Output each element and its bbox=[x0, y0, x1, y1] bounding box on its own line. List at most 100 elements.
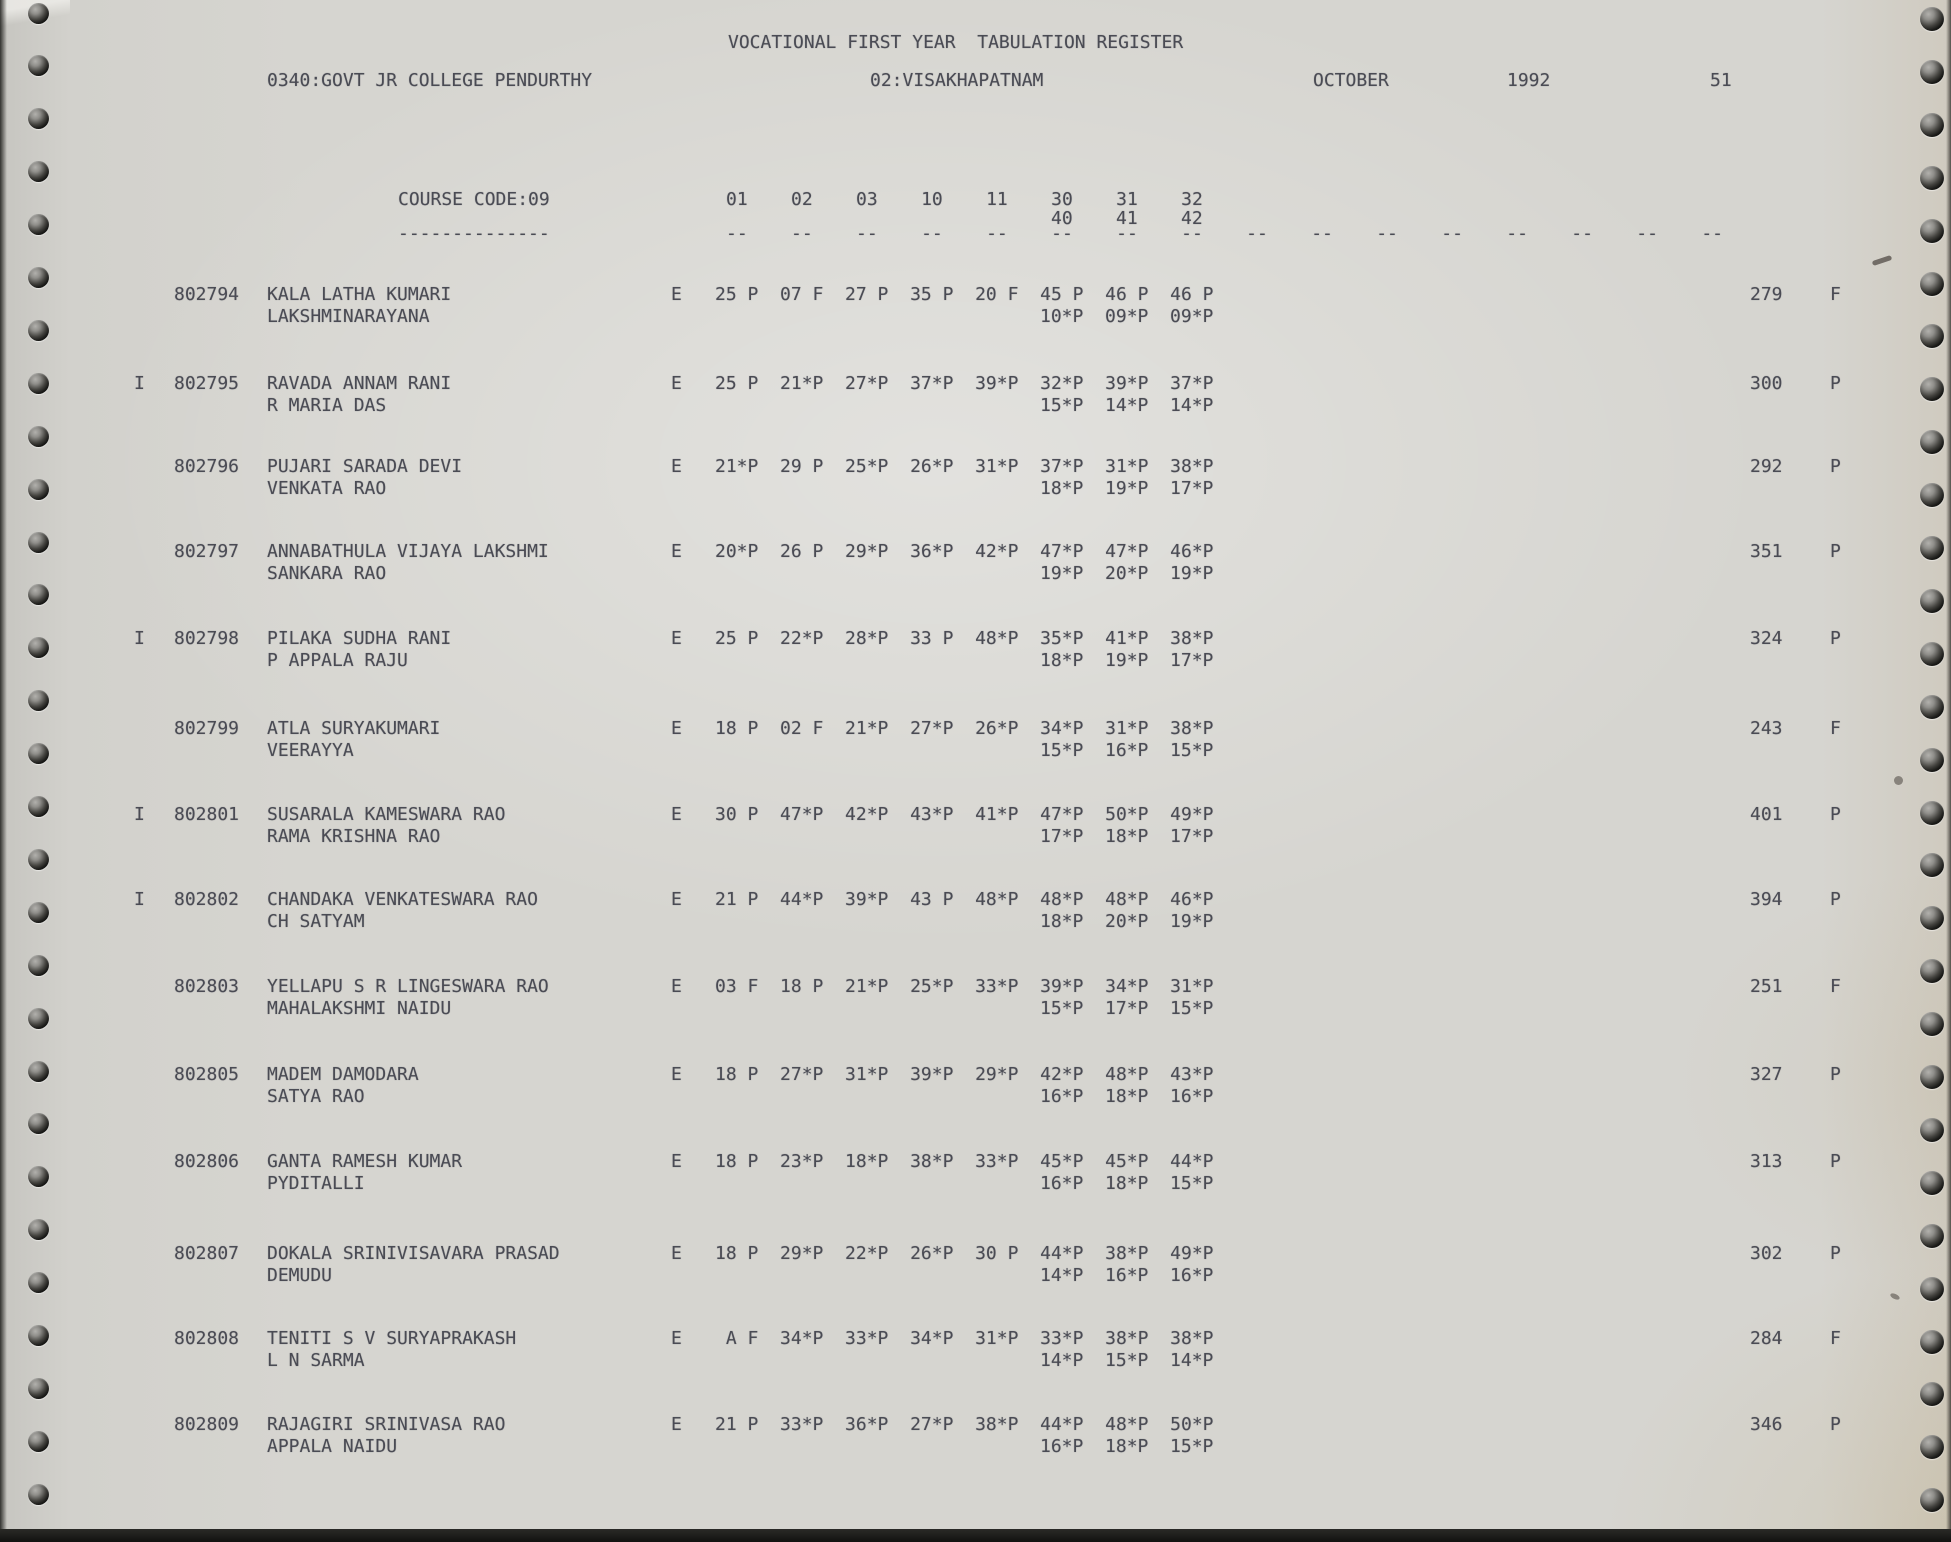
college-code-name: 0340:GOVT JR COLLEGE PENDURTHY bbox=[267, 70, 593, 91]
result: P bbox=[1830, 1064, 1841, 1085]
marks-line-2: 15*P 17*P 15*P bbox=[1040, 998, 1214, 1019]
student-row: I 802801 SUSARALA KAMESWARA RAO RAMA KRI… bbox=[0, 805, 1951, 853]
parent-name: CH SATYAM bbox=[267, 911, 365, 932]
student-row: 802803 YELLAPU S R LINGESWARA RAO MAHALA… bbox=[0, 977, 1951, 1025]
punch-hole bbox=[27, 1483, 49, 1505]
marks-line-2: 19*P 20*P 19*P bbox=[1040, 563, 1214, 584]
marks-line-2: 16*P 18*P 15*P bbox=[1040, 1173, 1214, 1194]
result: P bbox=[1830, 373, 1841, 394]
course-code-label: COURSE CODE:09 bbox=[398, 189, 550, 210]
page-edge-bottom bbox=[0, 1529, 1951, 1542]
marks-line-1: 21 P 44*P 39*P 43 P 48*P 48*P 48*P 46*P bbox=[715, 889, 1214, 910]
punch-hole bbox=[1920, 800, 1944, 825]
total-marks: 346 bbox=[1750, 1414, 1783, 1435]
student-row: 802796 PUJARI SARADA DEVI VENKATA RAO E … bbox=[0, 457, 1951, 505]
parent-name: LAKSHMINARAYANA bbox=[267, 306, 430, 327]
roll-number: 802805 bbox=[174, 1064, 240, 1085]
student-name: ATLA SURYAKUMARI bbox=[267, 718, 441, 739]
punch-hole bbox=[1920, 641, 1944, 666]
punch-hole bbox=[27, 1377, 49, 1399]
punch-hole bbox=[1920, 59, 1944, 84]
medium-code: E bbox=[671, 373, 682, 394]
punch-hole bbox=[27, 1219, 49, 1241]
punch-hole bbox=[27, 108, 49, 130]
marks-line-2: 17*P 18*P 17*P bbox=[1040, 826, 1214, 847]
punch-hole bbox=[1920, 7, 1944, 31]
result: P bbox=[1830, 1243, 1841, 1264]
subject-column-underlines: -- -- -- -- -- -- -- -- -- -- -- -- -- -… bbox=[726, 223, 1723, 244]
marks-line-2: 16*P 18*P 16*P bbox=[1040, 1086, 1214, 1107]
result: P bbox=[1830, 804, 1841, 825]
marks-line-1: 21*P 29 P 25*P 26*P 31*P 37*P 31*P 38*P bbox=[715, 456, 1214, 477]
marks-line-2: 16*P 18*P 15*P bbox=[1040, 1436, 1214, 1457]
parent-name: RAMA KRISHNA RAO bbox=[267, 826, 441, 847]
punch-hole bbox=[27, 478, 49, 500]
punch-hole bbox=[1920, 1065, 1944, 1089]
parent-name: DEMUDU bbox=[267, 1265, 333, 1286]
total-marks: 401 bbox=[1750, 804, 1783, 825]
punch-hole bbox=[1920, 271, 1944, 296]
total-marks: 251 bbox=[1750, 976, 1783, 997]
marks-line-2: 18*P 19*P 17*P bbox=[1040, 650, 1214, 671]
medium-code: E bbox=[671, 1414, 682, 1435]
student-name: RAJAGIRI SRINIVASA RAO bbox=[267, 1414, 506, 1435]
marks-line-1: 21 P 33*P 36*P 27*P 38*P 44*P 48*P 50*P bbox=[715, 1414, 1214, 1435]
punch-hole bbox=[1920, 1329, 1944, 1354]
improvement-flag: I bbox=[134, 804, 145, 825]
student-row: 802807 DOKALA SRINIVISAVARA PRASAD DEMUD… bbox=[0, 1244, 1951, 1292]
punch-hole bbox=[27, 1060, 49, 1082]
student-name: GANTA RAMESH KUMAR bbox=[267, 1151, 463, 1172]
punch-hole bbox=[27, 796, 49, 817]
marks-line-1: 25 P 22*P 28*P 33 P 48*P 35*P 41*P 38*P bbox=[715, 628, 1214, 649]
marks-line-1: 25 P 07 F 27 P 35 P 20 F 45 P 46 P 46 P bbox=[715, 284, 1214, 305]
punch-hole bbox=[1920, 1488, 1944, 1513]
punch-hole bbox=[27, 161, 49, 183]
punch-hole bbox=[1920, 747, 1944, 772]
marks-line-1: 18 P 29*P 22*P 26*P 30 P 44*P 38*P 49*P bbox=[715, 1243, 1214, 1264]
punch-hole bbox=[27, 584, 49, 606]
marks-line-1: 20*P 26 P 29*P 36*P 42*P 47*P 47*P 46*P bbox=[715, 541, 1214, 562]
student-row: 802806 GANTA RAMESH KUMAR PYDITALLI E 18… bbox=[0, 1152, 1951, 1200]
total-marks: 324 bbox=[1750, 628, 1783, 649]
punch-hole bbox=[27, 531, 49, 553]
marks-line-1: 18 P 23*P 18*P 38*P 33*P 45*P 45*P 44*P bbox=[715, 1151, 1214, 1172]
punch-hole bbox=[27, 743, 49, 765]
parent-name: L N SARMA bbox=[267, 1350, 365, 1371]
result: F bbox=[1830, 1328, 1841, 1349]
punch-hole bbox=[1920, 1117, 1944, 1142]
punch-hole bbox=[27, 2, 49, 24]
punch-hole bbox=[27, 214, 49, 236]
result: P bbox=[1830, 889, 1841, 910]
student-name: DOKALA SRINIVISAVARA PRASAD bbox=[267, 1243, 560, 1264]
roll-number: 802795 bbox=[174, 373, 240, 394]
page-title: VOCATIONAL FIRST YEAR TABULATION REGISTE… bbox=[728, 32, 1184, 53]
marks-line-2: 14*P 15*P 14*P bbox=[1040, 1350, 1214, 1371]
punch-hole bbox=[1920, 1435, 1944, 1460]
medium-code: E bbox=[671, 628, 682, 649]
result: F bbox=[1830, 718, 1841, 739]
page-number: 51 bbox=[1710, 70, 1732, 91]
improvement-flag: I bbox=[134, 889, 145, 910]
roll-number: 802796 bbox=[174, 456, 240, 477]
punch-hole bbox=[1920, 588, 1944, 613]
punch-hole bbox=[27, 372, 49, 394]
roll-number: 802798 bbox=[174, 628, 240, 649]
total-marks: 394 bbox=[1750, 889, 1783, 910]
subject-codes-row1: 01 02 03 10 11 30 31 32 bbox=[726, 189, 1203, 210]
punch-hole bbox=[1920, 536, 1944, 560]
medium-code: E bbox=[671, 1151, 682, 1172]
student-name: YELLAPU S R LINGESWARA RAO bbox=[267, 976, 549, 997]
medium-code: E bbox=[671, 456, 682, 477]
marks-line-2: 15*P 14*P 14*P bbox=[1040, 395, 1214, 416]
roll-number: 802809 bbox=[174, 1414, 240, 1435]
punch-hole bbox=[27, 1113, 49, 1135]
student-name: SUSARALA KAMESWARA RAO bbox=[267, 804, 506, 825]
total-marks: 300 bbox=[1750, 373, 1783, 394]
punch-hole bbox=[1920, 1170, 1944, 1195]
punch-hole bbox=[1920, 377, 1944, 402]
punch-hole bbox=[1920, 483, 1944, 508]
student-name: CHANDAKA VENKATESWARA RAO bbox=[267, 889, 538, 910]
student-row: I 802802 CHANDAKA VENKATESWARA RAO CH SA… bbox=[0, 890, 1951, 938]
marks-line-2: 18*P 19*P 17*P bbox=[1040, 478, 1214, 499]
